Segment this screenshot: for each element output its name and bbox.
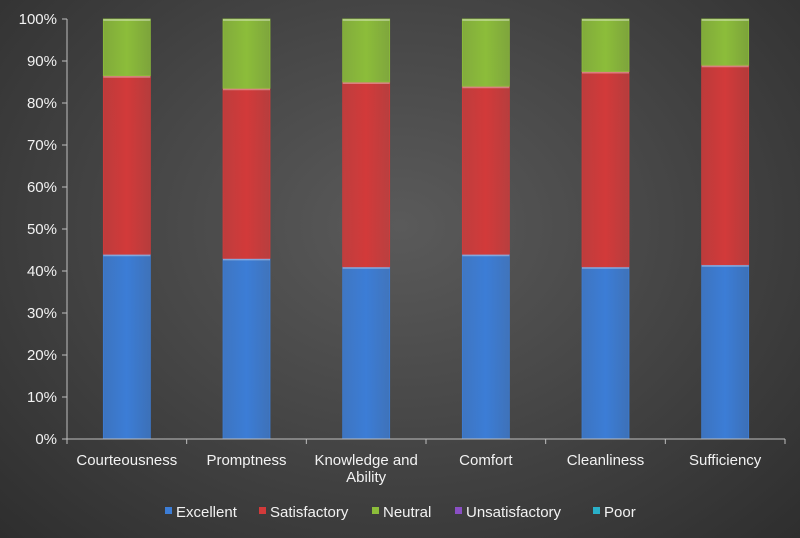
y-tick-label: 0% bbox=[35, 431, 57, 448]
legend: Excellent Satisfactory Neutral Unsatisfacto… bbox=[165, 504, 636, 521]
y-tick-label: 80% bbox=[27, 95, 57, 112]
y-tick-label: 10% bbox=[27, 389, 57, 406]
x-category-label: Sufficiency bbox=[689, 452, 762, 469]
bar-segment-satisfactory-3 bbox=[461, 85, 510, 255]
legend-label-satisfactory: Satisfactory bbox=[270, 504, 349, 521]
x-category-label: Courteousness bbox=[76, 452, 177, 469]
legend-label-unsatisfactory: Unsatisfactory bbox=[466, 504, 562, 521]
bar-segment-excellent-0 bbox=[102, 253, 151, 440]
y-tick-label: 70% bbox=[27, 137, 57, 154]
bar-segment-neutral-3 bbox=[461, 18, 510, 87]
y-tick-label: 30% bbox=[27, 305, 57, 322]
legend-label-neutral: Neutral bbox=[383, 504, 431, 521]
y-tick-label: 60% bbox=[27, 179, 57, 196]
y-tick-label: 100% bbox=[19, 11, 57, 28]
legend-swatch-unsatisfactory bbox=[455, 507, 462, 514]
x-category-label: Knowledge and Ability bbox=[314, 452, 417, 486]
axes-group bbox=[66, 19, 785, 440]
bar-segment-excellent-3 bbox=[461, 253, 510, 440]
bar-segment-neutral-4 bbox=[581, 18, 630, 72]
legend-swatch-poor bbox=[593, 507, 600, 514]
bar-segment-neutral-5 bbox=[701, 18, 750, 66]
bar-segment-satisfactory-5 bbox=[701, 64, 750, 266]
legend-swatch-satisfactory bbox=[259, 507, 266, 514]
x-category-label: Promptness bbox=[206, 452, 286, 469]
bar-segment-satisfactory-1 bbox=[222, 87, 271, 259]
bar-segment-satisfactory-2 bbox=[342, 81, 391, 268]
y-tick-label: 40% bbox=[27, 263, 57, 280]
bar-segment-neutral-0 bbox=[102, 18, 151, 77]
y-tick-label: 90% bbox=[27, 53, 57, 70]
bar-segment-neutral-1 bbox=[222, 18, 271, 89]
x-category-label: Comfort bbox=[459, 452, 513, 469]
bar-segment-excellent-5 bbox=[701, 264, 750, 440]
legend-label-excellent: Excellent bbox=[176, 504, 238, 521]
bar-segment-satisfactory-0 bbox=[102, 75, 151, 255]
bar-segment-satisfactory-4 bbox=[581, 71, 630, 268]
bar-segment-neutral-2 bbox=[342, 18, 391, 83]
legend-swatch-neutral bbox=[372, 507, 379, 514]
bar-segment-excellent-1 bbox=[222, 257, 271, 440]
bars-group bbox=[102, 18, 750, 440]
y-ticks-group: 0% 10% 20% 30% 40% 50% 60% 70% 80% 90% 100% bbox=[19, 11, 67, 448]
x-category-label: Cleanliness bbox=[567, 452, 645, 469]
bar-segment-excellent-2 bbox=[342, 266, 391, 440]
y-tick-label: 20% bbox=[27, 347, 57, 364]
x-labels-group: Courteousness Promptness Knowledge and Abil… bbox=[66, 439, 786, 486]
legend-label-poor: Poor bbox=[604, 504, 636, 521]
bar-segment-excellent-4 bbox=[581, 266, 630, 440]
y-tick-label: 50% bbox=[27, 221, 57, 238]
legend-swatch-excellent bbox=[165, 507, 172, 514]
